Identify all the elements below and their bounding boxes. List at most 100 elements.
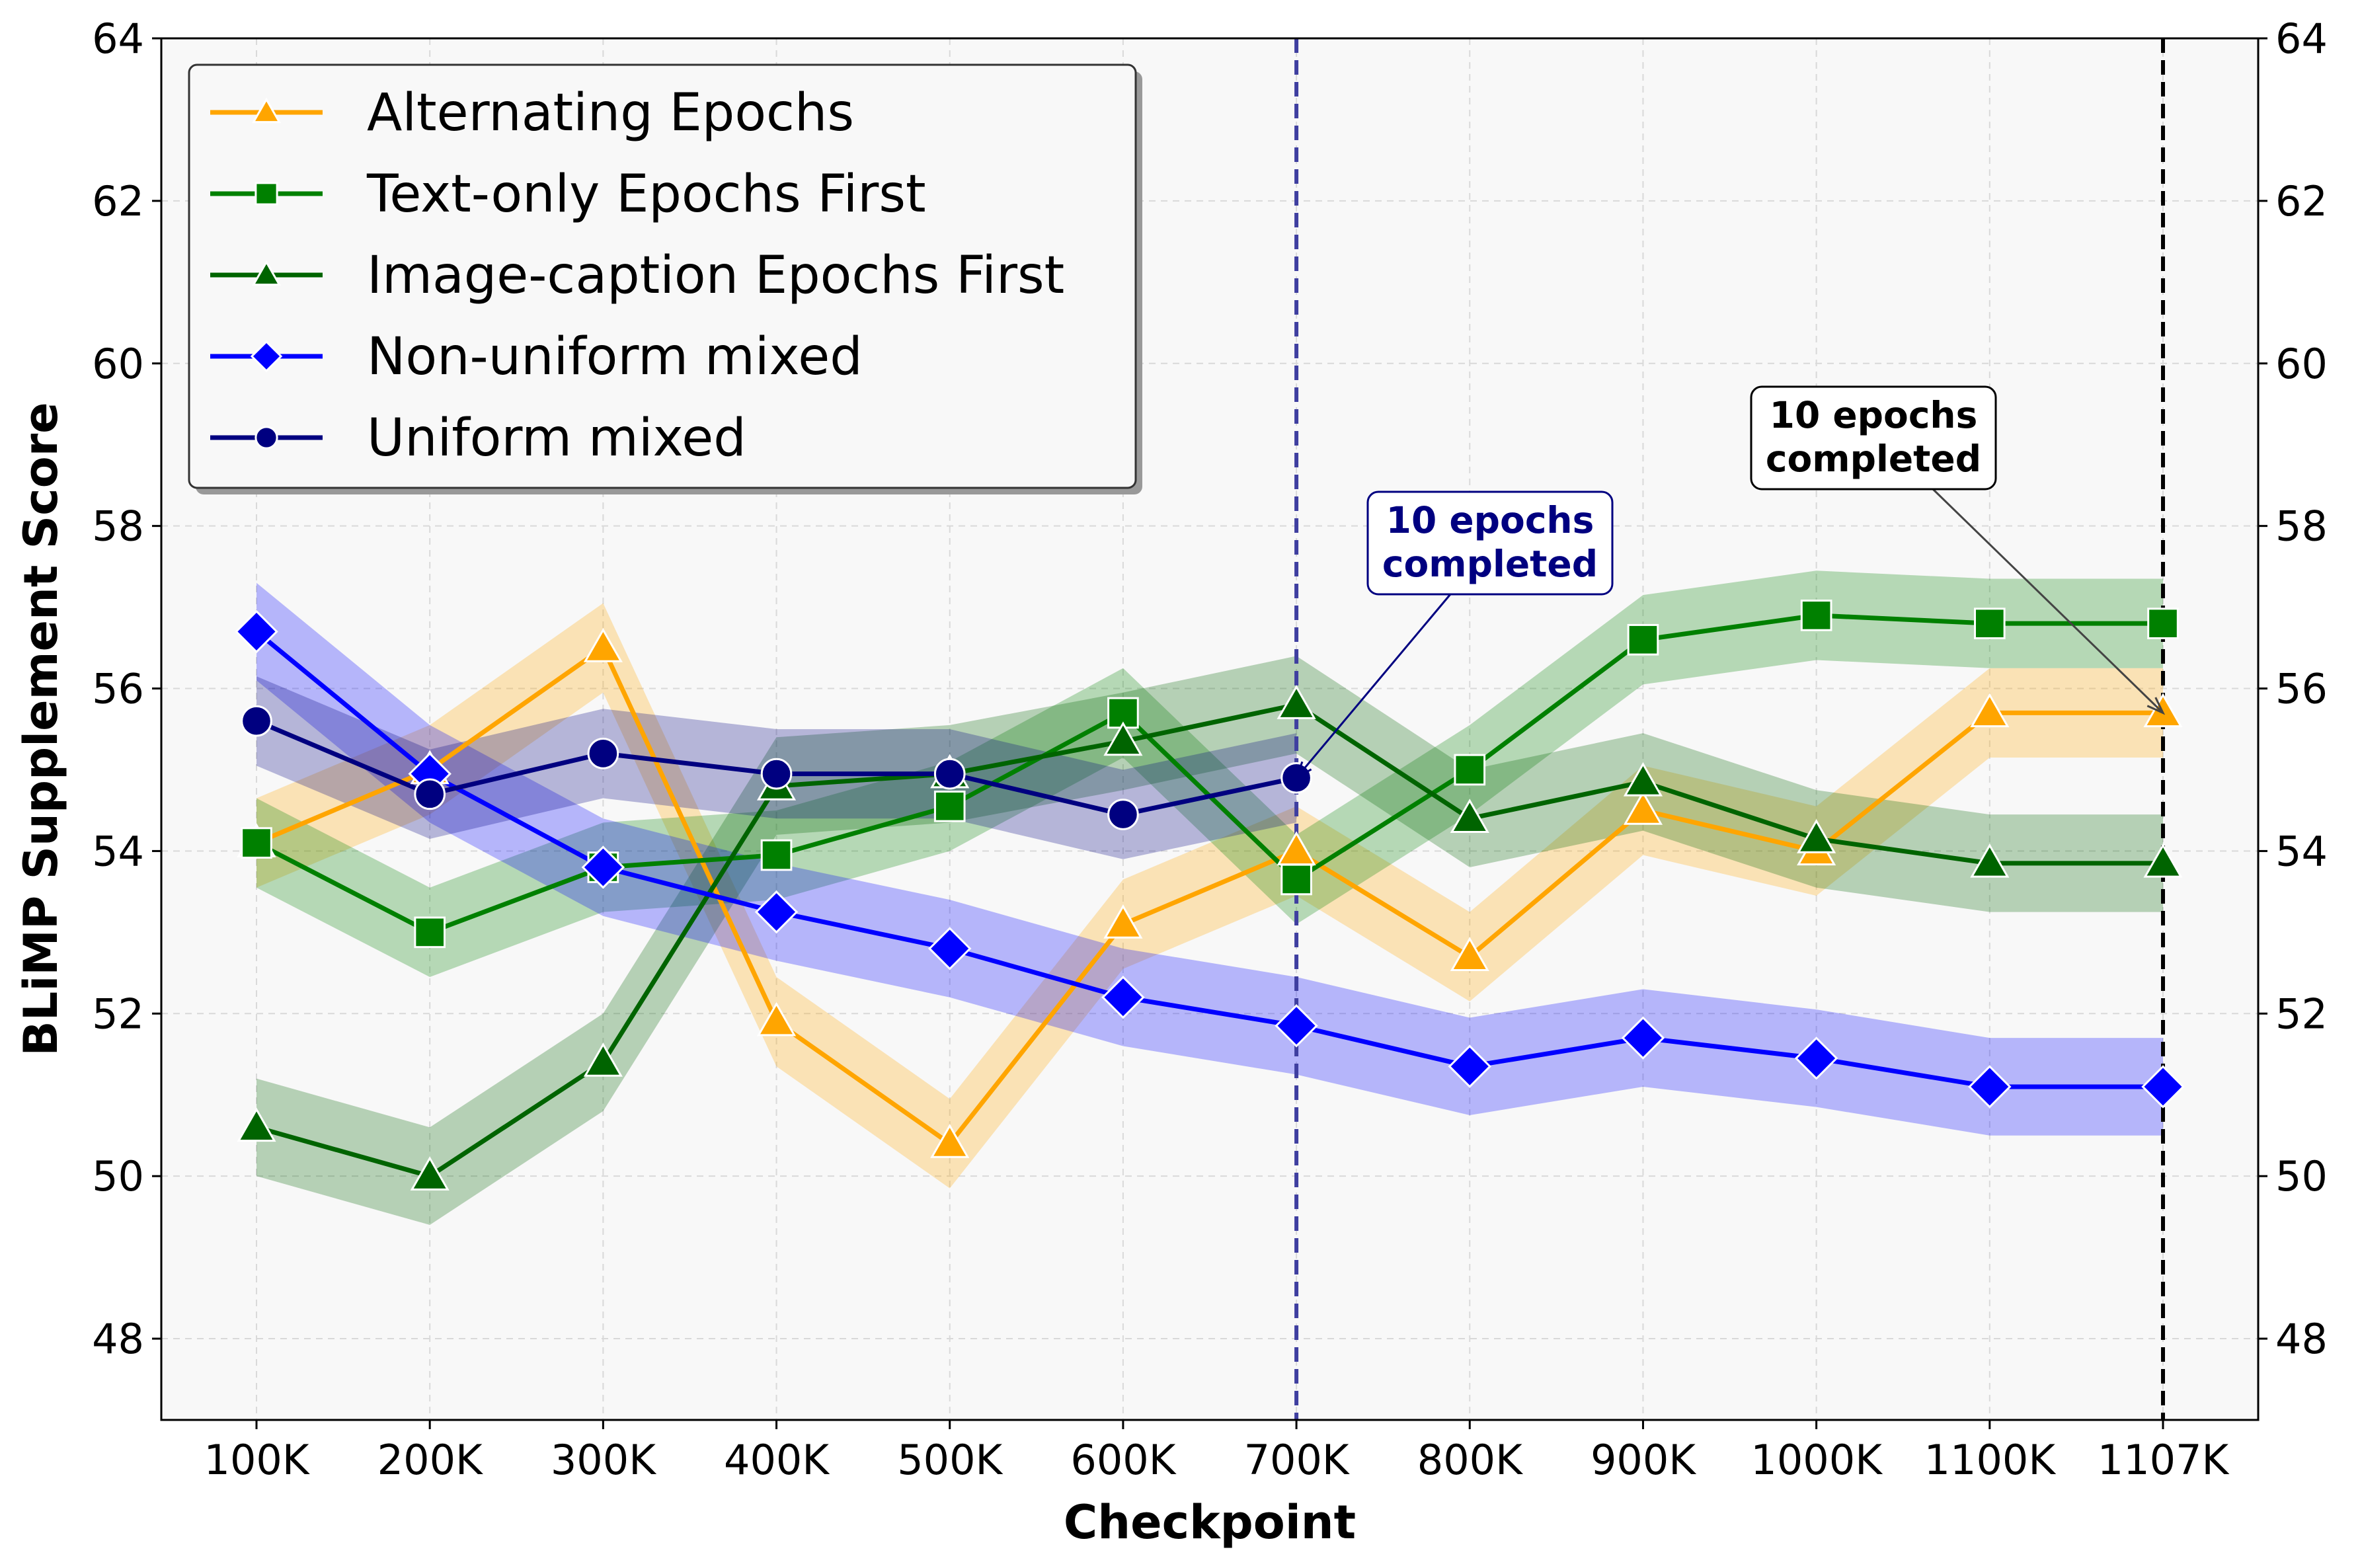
- y-tick-label-left: 60: [92, 340, 144, 388]
- point-alternating-epochs: [1970, 693, 2010, 728]
- point-image-caption-epochs-first: [1450, 799, 1489, 833]
- point-image-caption-epochs-first: [2143, 843, 2183, 878]
- y-tick-label-right: 58: [2275, 502, 2328, 551]
- x-tick-label: 800K: [1417, 1436, 1523, 1484]
- point-text-only-epochs-first: [1800, 600, 1832, 631]
- point-image-caption-epochs-first: [1277, 685, 1316, 719]
- point-non-uniform-mixed: [1448, 1044, 1491, 1088]
- point-uniform-mixed: [414, 778, 446, 810]
- point-uniform-mixed: [933, 758, 966, 790]
- point-non-uniform-mixed: [928, 927, 972, 970]
- annotation-text: completed: [1382, 543, 1598, 585]
- x-tick-label: 900K: [1591, 1436, 1696, 1484]
- annotation-text: 10 epochs: [1770, 394, 1978, 436]
- point-non-uniform-mixed: [1968, 1065, 2012, 1109]
- x-tick-label: 200K: [377, 1436, 483, 1484]
- line-alternating-epochs: [255, 645, 2163, 1146]
- point-alternating-epochs: [756, 1001, 797, 1037]
- plot-frame: [160, 37, 2260, 1421]
- point-uniform-mixed: [587, 738, 619, 769]
- point-text-only-epochs-first: [2147, 608, 2179, 639]
- x-tick-label: 500K: [897, 1436, 1003, 1484]
- point-non-uniform-mixed: [1101, 975, 1145, 1019]
- legend: Alternating Epochs Text-only Epochs First…: [188, 63, 1142, 494]
- point-alternating-epochs: [930, 1123, 970, 1158]
- y-tick-label-right: 64: [2275, 15, 2328, 63]
- point-text-only-epochs-first: [1627, 623, 1659, 656]
- line-image-caption-epochs-first: [256, 702, 2163, 1179]
- y-tick-label-left: 56: [92, 665, 144, 713]
- point-non-uniform-mixed: [1794, 1037, 1838, 1080]
- x-tick-label: 1000K: [1750, 1436, 1883, 1484]
- point-image-caption-epochs-first: [1970, 843, 2010, 878]
- legend-marker-non-uniform-mixed: [250, 340, 283, 373]
- annotation-box: [1750, 385, 1997, 490]
- annotation-arrow-head: [1294, 761, 1312, 781]
- point-alternating-epochs: [1450, 937, 1489, 971]
- x-tick-label: 1100K: [1924, 1436, 2057, 1484]
- point-text-only-epochs-first: [241, 827, 272, 859]
- y-tick-label-left: 54: [92, 827, 144, 875]
- point-text-only-epochs-first: [1973, 608, 2006, 639]
- point-image-caption-epochs-first: [237, 1107, 276, 1142]
- x-tick-label: 600K: [1070, 1436, 1176, 1484]
- annotation-box: [1366, 490, 1614, 596]
- x-tick-label: 100K: [204, 1436, 310, 1484]
- point-image-caption-epochs-first: [1103, 721, 1143, 756]
- y-tick-label-left: 52: [92, 990, 144, 1038]
- point-non-uniform-mixed: [581, 845, 625, 889]
- annotation-arrow: [1295, 594, 1452, 779]
- point-image-caption-epochs-first: [583, 1042, 623, 1077]
- x-tick-label: 700K: [1244, 1436, 1350, 1484]
- legend-marker-alternating-epochs: [251, 97, 282, 124]
- legend-label-uniform-mixed: Uniform mixed: [367, 409, 746, 468]
- point-non-uniform-mixed: [754, 890, 799, 934]
- point-alternating-epochs: [1623, 790, 1663, 825]
- legend-label-non-uniform-mixed: Non-uniform mixed: [367, 327, 863, 387]
- point-uniform-mixed: [241, 705, 272, 737]
- reference-lines: [1294, 38, 2165, 1420]
- band-alternating-epochs: [256, 603, 2163, 1189]
- point-non-uniform-mixed: [235, 609, 278, 654]
- legend-label-image-caption-epochs-first: Image-caption Epochs First: [367, 246, 1064, 305]
- legend-label-alternating-epochs: Alternating Epochs: [367, 83, 854, 143]
- annotation-arrow: [1932, 488, 2164, 714]
- annotation-arrow-head: [2146, 697, 2166, 715]
- y-tick-label-left: 58: [92, 502, 144, 551]
- line-non-uniform-mixed: [255, 629, 2163, 1089]
- x-tick-label: 1107K: [2098, 1436, 2230, 1484]
- point-non-uniform-mixed: [1275, 1004, 1318, 1048]
- y-tick-label-right: 62: [2275, 177, 2328, 225]
- x-axis-title: Checkpoint: [1064, 1495, 1356, 1549]
- point-uniform-mixed: [760, 758, 793, 790]
- point-text-only-epochs-first: [414, 916, 446, 949]
- y-tick-label-right: 56: [2275, 665, 2328, 713]
- y-tick-label-left: 64: [92, 15, 144, 63]
- legend-marker-text-only-epochs-first: [255, 182, 278, 206]
- point-image-caption-epochs-first: [1797, 818, 1836, 853]
- point-text-only-epochs-first: [760, 839, 793, 871]
- y-tick-label-left: 48: [92, 1315, 144, 1363]
- legend-box: [188, 63, 1137, 489]
- point-uniform-mixed: [1107, 799, 1139, 830]
- point-non-uniform-mixed: [2141, 1065, 2185, 1109]
- y-tick-label-right: 52: [2275, 990, 2328, 1038]
- point-image-caption-epochs-first: [410, 1156, 450, 1191]
- annotation-text: completed: [1766, 438, 1981, 480]
- y-tick-label-right: 50: [2275, 1152, 2328, 1200]
- point-text-only-epochs-first: [933, 790, 966, 822]
- y-tick-label-right: 60: [2275, 340, 2328, 388]
- series-markers: [235, 600, 2185, 1191]
- y-tick-label-left: 62: [92, 177, 144, 225]
- y-tick-label-right: 48: [2275, 1315, 2328, 1363]
- x-tick-label: 400K: [724, 1436, 830, 1484]
- point-text-only-epochs-first: [1454, 754, 1486, 786]
- y-tick-label-right: 54: [2275, 827, 2328, 875]
- point-alternating-epochs: [583, 628, 623, 662]
- legend-label-text-only-epochs-first: Text-only Epochs First: [366, 165, 926, 224]
- legend-marker-image-caption-epochs-first: [251, 260, 282, 286]
- point-alternating-epochs: [1103, 904, 1143, 939]
- annotation-text: 10 epochs: [1386, 499, 1594, 541]
